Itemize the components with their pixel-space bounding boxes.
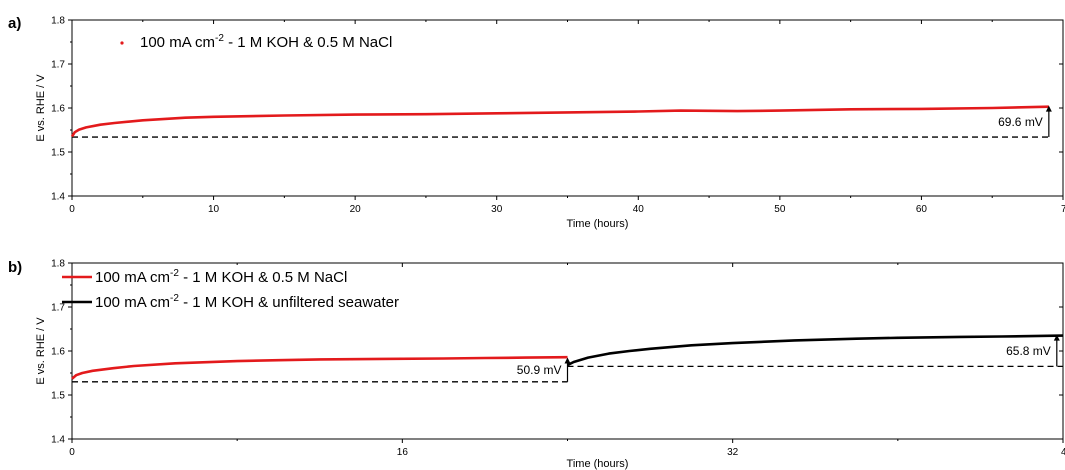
y-axis-title: E vs. RHE / V bbox=[35, 317, 47, 385]
panel-a: a) 1.4 1.5 1.6 1.7 1.8 0 10 20 30 40 50 60 7 Time (hou… bbox=[8, 15, 1065, 230]
annotation-arrow-head bbox=[564, 357, 571, 364]
x-tick-label: 7 bbox=[1061, 204, 1065, 215]
x-tick-label: 16 bbox=[397, 447, 409, 458]
x-tick-label: 0 bbox=[69, 447, 75, 458]
y-tick-label: 1.8 bbox=[51, 259, 65, 270]
y-tick-label: 1.5 bbox=[51, 391, 65, 402]
y-tick-label: 1.5 bbox=[51, 148, 65, 159]
series-line-0 bbox=[70, 105, 1049, 138]
annotation-label: 65.8 mV bbox=[1006, 344, 1051, 358]
panel-label: a) bbox=[8, 15, 21, 32]
y-tick-label: 1.6 bbox=[51, 347, 65, 358]
annotation-label: 69.6 mV bbox=[998, 115, 1043, 129]
x-tick-label: 30 bbox=[491, 204, 503, 215]
x-tick-label: 0 bbox=[69, 204, 75, 215]
series-line-0 bbox=[71, 355, 568, 380]
y-tick-label: 1.7 bbox=[51, 60, 65, 71]
x-axis-title: Time (hours) bbox=[567, 458, 629, 470]
legend-entry: 100 mA cm-2 - 1 M KOH & 0.5 M NaCl bbox=[140, 33, 392, 51]
x-tick-label: 50 bbox=[774, 204, 786, 215]
legend-entry: 100 mA cm-2 - 1 M KOH & 0.5 M NaCl bbox=[95, 268, 347, 286]
panel-label: b) bbox=[8, 259, 22, 276]
x-tick-label: 20 bbox=[350, 204, 362, 215]
y-tick-label: 1.8 bbox=[51, 16, 65, 27]
panel-b: b) 1.4 1.5 1.6 1.7 1.8 0 16 32 4 Time (hours) E vs.… bbox=[8, 259, 1065, 470]
legend-entry: 100 mA cm-2 - 1 M KOH & unfiltered seawa… bbox=[95, 293, 399, 311]
annotation-arrow-head bbox=[1045, 105, 1052, 112]
annotation-label: 50.9 mV bbox=[517, 363, 562, 377]
x-tick-label: 4 bbox=[1061, 447, 1065, 458]
y-tick-label: 1.7 bbox=[51, 303, 65, 314]
legend-marker bbox=[120, 41, 124, 45]
y-tick-label: 1.4 bbox=[51, 435, 65, 446]
x-tick-label: 40 bbox=[633, 204, 645, 215]
x-tick-label: 10 bbox=[208, 204, 220, 215]
y-axis-title: E vs. RHE / V bbox=[35, 74, 47, 142]
annotation-arrow-head bbox=[1053, 334, 1060, 341]
x-axis-title: Time (hours) bbox=[567, 218, 629, 230]
series-line-1 bbox=[566, 334, 1064, 367]
x-tick-label: 60 bbox=[916, 204, 928, 215]
x-tick-label: 32 bbox=[727, 447, 739, 458]
plot-frame bbox=[71, 262, 1064, 440]
y-tick-label: 1.6 bbox=[51, 104, 65, 115]
y-tick-label: 1.4 bbox=[51, 192, 65, 203]
